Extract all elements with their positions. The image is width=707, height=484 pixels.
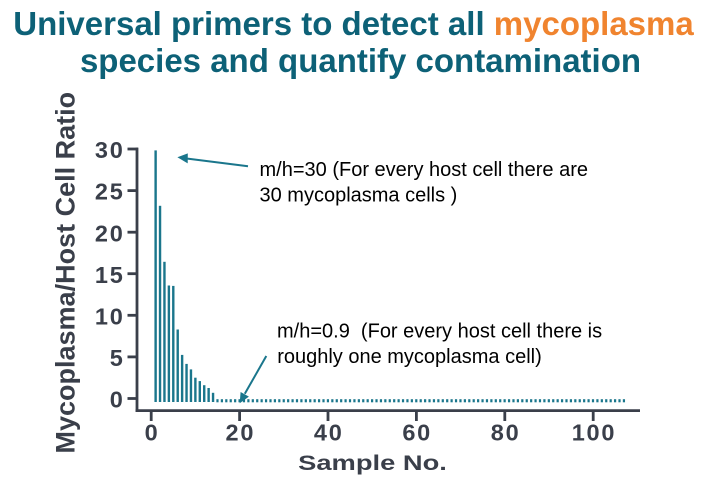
- svg-text:20: 20: [226, 420, 256, 446]
- svg-text:Sample No.: Sample No.: [298, 452, 447, 476]
- svg-text:40: 40: [314, 420, 344, 446]
- svg-text:0: 0: [145, 420, 160, 446]
- svg-text:80: 80: [491, 420, 521, 446]
- svg-text:25: 25: [95, 179, 125, 205]
- svg-text:5: 5: [110, 345, 125, 371]
- svg-text:10: 10: [95, 303, 125, 329]
- svg-text:30 mycoplasma cells ): 30 mycoplasma cells ): [260, 185, 458, 207]
- svg-text:30: 30: [95, 137, 125, 163]
- svg-text:15: 15: [95, 262, 125, 288]
- svg-text:m/h=0.9 (For every host cell: m/h=0.9 (For every host cell there is: [277, 321, 602, 343]
- svg-text:60: 60: [402, 420, 432, 446]
- svg-text:0: 0: [110, 387, 125, 413]
- svg-text:20: 20: [95, 220, 125, 246]
- svg-text:Mycoplasma/Host Cell Ratio: Mycoplasma/Host Cell Ratio: [51, 92, 81, 454]
- svg-text:100: 100: [572, 420, 617, 446]
- svg-text:roughly one mycoplasma cell): roughly one mycoplasma cell): [277, 346, 542, 368]
- svg-text:m/h=30 (For every host cell th: m/h=30 (For every host cell there are: [260, 159, 588, 181]
